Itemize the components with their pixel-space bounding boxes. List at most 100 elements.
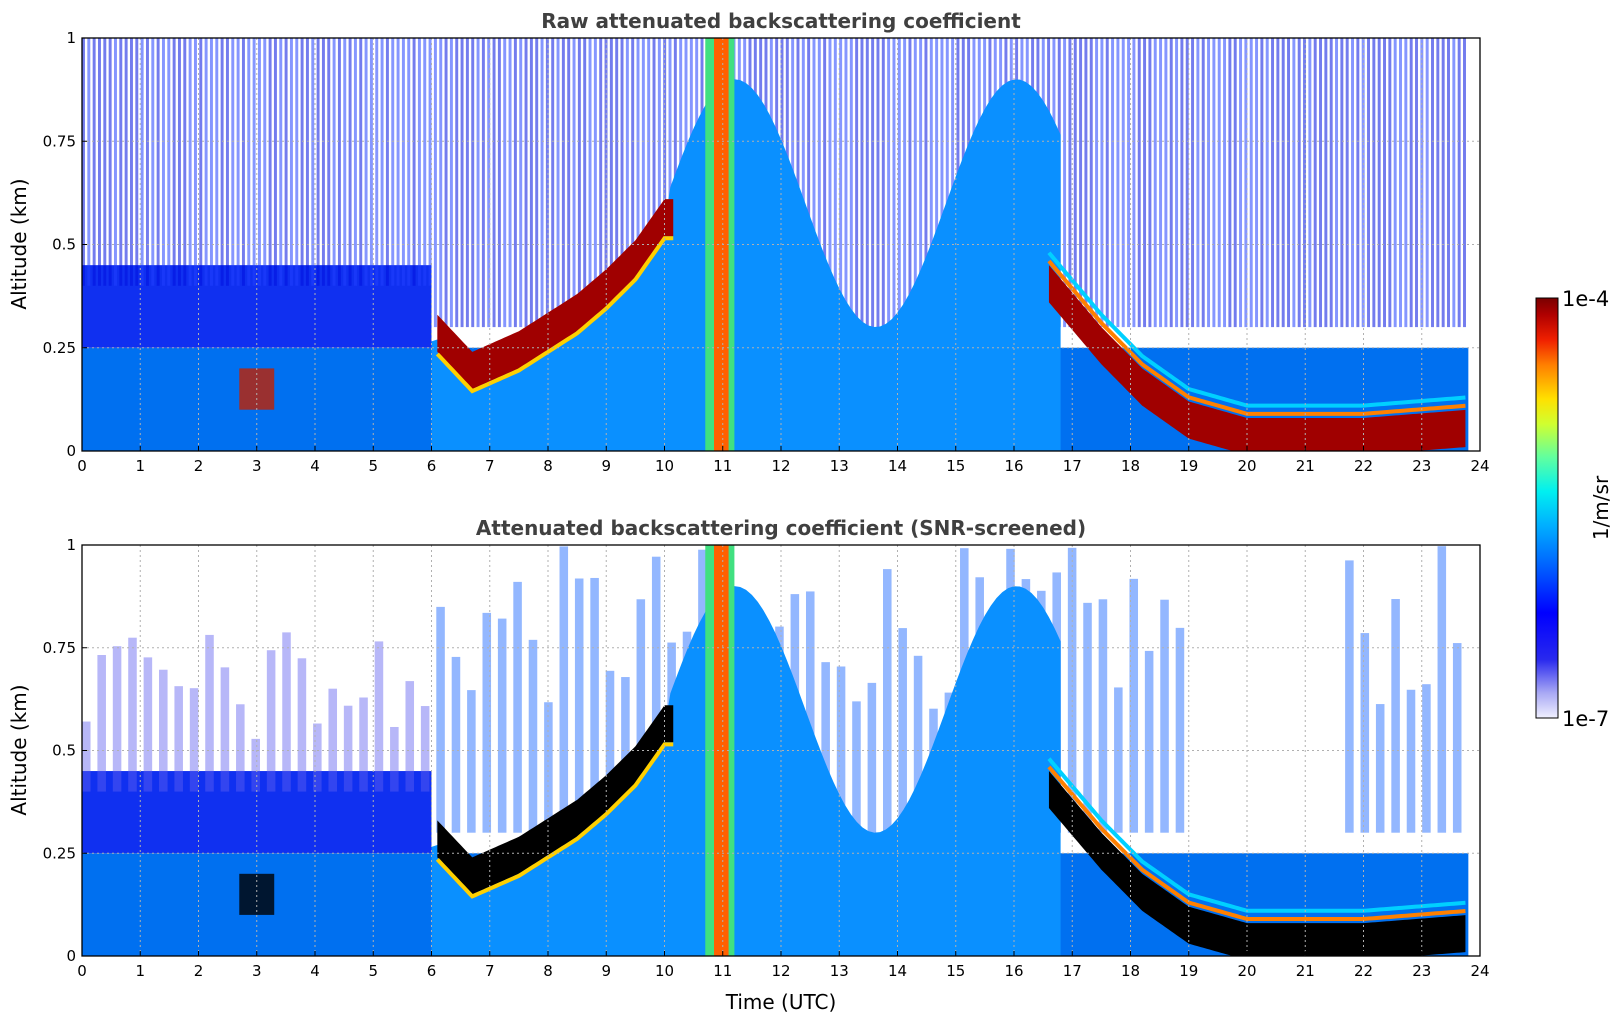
noise-column	[945, 38, 949, 328]
noise-column	[1313, 38, 1317, 328]
x-tick-label: 6	[427, 962, 437, 980]
noise-column	[588, 38, 592, 328]
noise-column	[103, 38, 107, 286]
noise-column	[1228, 38, 1232, 328]
noise-column	[599, 38, 603, 328]
noise-column	[821, 662, 830, 833]
noise-column	[812, 38, 816, 328]
noise-column	[113, 38, 117, 286]
noise-column	[436, 606, 445, 833]
noise-column	[528, 639, 538, 833]
x-tick-label: 21	[1296, 962, 1315, 980]
noise-column	[817, 38, 821, 328]
noise-column	[1111, 38, 1115, 328]
noise-column	[252, 38, 256, 286]
descending-layer-edge	[1047, 765, 1466, 922]
noise-column	[924, 38, 928, 328]
x-tick-label: 17	[1063, 962, 1082, 980]
x-tick-label: 16	[1004, 457, 1023, 475]
x-tick-label: 19	[1179, 962, 1198, 980]
boundary-layer-edge	[435, 742, 674, 899]
noise-column	[1217, 38, 1221, 328]
noise-column	[364, 38, 368, 286]
noise-column	[241, 38, 245, 286]
top-panel-title: Raw attenuated backscattering coefficien…	[541, 9, 1021, 33]
noise-column	[497, 38, 501, 328]
aerosol-layer-mid	[82, 265, 432, 348]
noise-column	[467, 690, 476, 833]
noise-column	[860, 38, 864, 328]
descending-layer	[1048, 265, 1466, 451]
noise-column	[1121, 38, 1125, 328]
noise-column	[625, 38, 629, 328]
noise-column	[439, 38, 443, 328]
noise-column	[796, 38, 800, 328]
noise-column	[205, 634, 214, 792]
x-tick-label: 3	[252, 962, 262, 980]
noise-column	[220, 38, 224, 286]
x-tick-label: 14	[888, 962, 907, 980]
noise-column	[1175, 38, 1179, 328]
noise-column	[1404, 38, 1408, 328]
noise-column	[1223, 38, 1227, 328]
noise-column	[337, 38, 341, 286]
x-tick-label: 13	[830, 457, 849, 475]
noise-column	[876, 38, 880, 328]
noise-column	[497, 618, 507, 833]
x-tick-label: 24	[1470, 962, 1489, 980]
noise-column	[593, 38, 597, 328]
noise-column	[1073, 38, 1077, 328]
x-tick-label: 3	[252, 457, 262, 475]
noise-column	[1340, 38, 1344, 328]
x-tick-label: 7	[485, 457, 495, 475]
x-tick-label: 22	[1354, 962, 1373, 980]
noise-column	[561, 38, 565, 328]
noise-column	[220, 667, 230, 792]
noise-column	[951, 38, 955, 328]
noise-column	[801, 38, 805, 328]
noise-column	[1114, 687, 1123, 833]
noise-column	[620, 38, 624, 328]
aerosol-layer-mid	[82, 771, 432, 854]
x-tick-label: 8	[543, 457, 553, 475]
noise-column	[328, 688, 338, 792]
noise-column	[161, 38, 165, 286]
bottom-grid	[82, 545, 1480, 956]
fog-base-layer	[239, 873, 275, 915]
noise-column	[1129, 578, 1139, 833]
noise-column	[1079, 38, 1083, 328]
noise-column	[1319, 38, 1323, 328]
noise-column	[482, 612, 492, 833]
noise-column	[913, 38, 917, 328]
noise-column	[189, 688, 199, 792]
x-tick-label: 23	[1412, 457, 1431, 475]
x-tick-label: 10	[655, 457, 674, 475]
noise-column	[215, 38, 219, 286]
noise-column	[1143, 38, 1147, 328]
noise-column	[263, 38, 267, 286]
top-heatmap	[82, 38, 1469, 451]
descending-layer	[1048, 771, 1466, 956]
colorbar: 1e-4 1e-7 1/m/sr	[1535, 287, 1613, 731]
noise-column	[508, 38, 512, 328]
x-tick-label: 5	[368, 457, 378, 475]
noise-column	[1415, 38, 1418, 328]
noise-column	[908, 38, 912, 328]
noise-column	[236, 38, 240, 286]
noise-column	[396, 38, 400, 286]
x-tick-label: 0	[77, 962, 87, 980]
y-tick-label: 0.75	[43, 132, 76, 150]
noise-column	[524, 38, 528, 328]
noise-column	[913, 655, 923, 833]
x-tick-label: 15	[946, 962, 965, 980]
noise-column	[540, 38, 544, 328]
noise-column	[1372, 38, 1376, 328]
noise-column	[374, 641, 384, 792]
noise-column	[615, 38, 619, 328]
noise-column	[82, 38, 85, 286]
convective-boundary-layer	[431, 79, 1061, 451]
noise-column	[1441, 38, 1445, 328]
noise-column	[297, 658, 307, 792]
noise-column	[1159, 38, 1163, 328]
